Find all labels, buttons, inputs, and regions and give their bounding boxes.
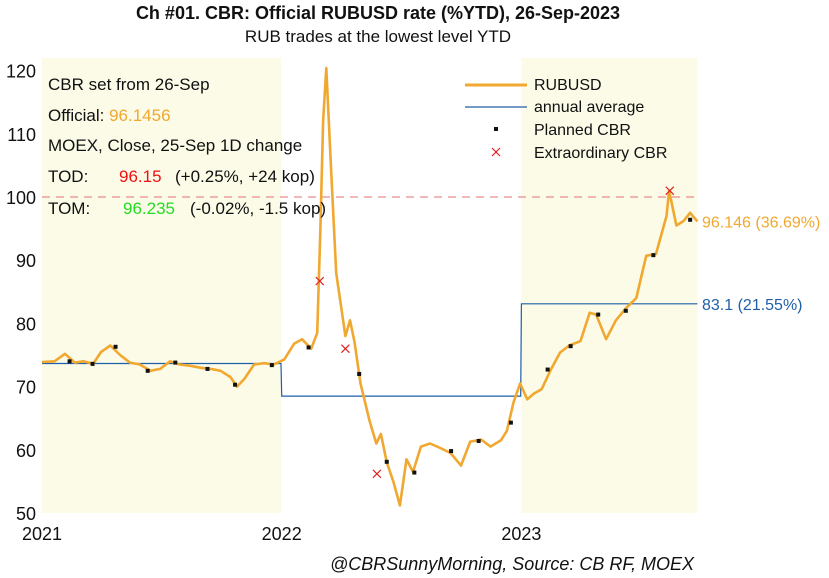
planned-cbr-point (269, 363, 274, 368)
info-line-cbr-set: CBR set from 26-Sep (48, 75, 210, 94)
legend-extraordinary-swatch (491, 147, 501, 157)
chart-subtitle: RUB trades at the lowest level YTD (245, 27, 511, 46)
y-tick-label: 70 (16, 378, 36, 398)
shaded-period-2 (521, 58, 698, 513)
planned-cbr-point (651, 253, 656, 258)
planned-cbr-point (173, 360, 178, 365)
extraordinary-cbr-point (340, 344, 350, 354)
planned-cbr-point (90, 361, 95, 366)
planned-cbr-point (357, 371, 362, 376)
y-tick-label: 80 (16, 314, 36, 334)
annual-average-line (42, 303, 698, 397)
x-tick-label: 2021 (22, 524, 62, 544)
shaded-periods (42, 58, 698, 513)
planned-cbr-point (568, 344, 573, 349)
source-footer: @CBRSunnyMorning, Source: CB RF, MOEX (330, 554, 695, 574)
planned-cbr-point (205, 366, 210, 371)
y-tick-label: 50 (16, 504, 36, 524)
planned-cbr-point (596, 312, 601, 317)
planned-cbr-markers (67, 217, 693, 475)
legend-average-label: annual average (534, 99, 644, 116)
extraordinary-cbr-point (372, 469, 382, 479)
extraordinary-cbr-markers (315, 186, 675, 479)
chart-title: Ch #01. CBR: Official RUBUSD rate (%YTD)… (136, 3, 620, 23)
y-axis-ticks: 50 60 70 80 90 100 110 120 (6, 62, 36, 524)
tod-change: (+0.25%, +24 kop) (175, 167, 315, 186)
planned-cbr-point (449, 449, 454, 454)
info-box: CBR set from 26-Sep Official: 96.1456 MO… (48, 75, 326, 218)
legend-extraordinary-label: Extraordinary CBR (534, 145, 667, 162)
legend-rubusd-label: RUBUSD (534, 77, 602, 94)
y-tick-label: 90 (16, 251, 36, 271)
legend-planned-swatch (494, 127, 498, 131)
planned-cbr-point (412, 470, 417, 475)
planned-cbr-point (688, 217, 693, 222)
y-tick-label: 60 (16, 441, 36, 461)
planned-cbr-point (306, 345, 311, 350)
x-tick-label: 2023 (501, 524, 541, 544)
legend-planned-label: Planned CBR (534, 122, 631, 139)
x-tick-label: 2022 (262, 524, 302, 544)
extraordinary-cbr-point (665, 186, 675, 196)
tod-label: TOD: (48, 167, 88, 186)
x-axis-ticks: 2021 2022 2023 (22, 524, 541, 544)
info-line-moex: MOEX, Close, 25-Sep 1D change (48, 136, 302, 155)
tod-value: 96.15 (119, 167, 162, 186)
planned-cbr-point (623, 308, 628, 313)
planned-cbr-point (145, 368, 150, 373)
official-value: 96.1456 (109, 106, 170, 125)
tom-change: (-0.02%, -1.5 kop) (190, 199, 326, 218)
tom-label: TOM: (48, 199, 90, 218)
official-label: Official: (48, 106, 109, 125)
planned-cbr-point (233, 382, 238, 387)
info-line-official: Official: 96.1456 (48, 106, 171, 125)
y-tick-label: 100 (6, 188, 36, 208)
tom-value: 96.235 (123, 199, 175, 218)
end-annotations: 96.146 (36.69%) 83.1 (21.55%) (702, 214, 820, 313)
y-tick-label: 110 (7, 125, 36, 145)
planned-cbr-point (113, 344, 118, 349)
planned-cbr-point (476, 438, 481, 443)
planned-cbr-point (508, 420, 513, 425)
legend: RUBUSD annual average Planned CBR Extrao… (465, 77, 667, 162)
planned-cbr-point (384, 459, 389, 464)
rubusd-end-label: 96.146 (36.69%) (702, 214, 820, 231)
extraordinary-cbr-point (315, 276, 325, 286)
average-end-label: 83.1 (21.55%) (702, 297, 803, 314)
y-tick-label: 120 (6, 62, 36, 82)
planned-cbr-point (67, 359, 72, 364)
shaded-period-1 (42, 58, 282, 513)
planned-cbr-point (545, 367, 550, 372)
